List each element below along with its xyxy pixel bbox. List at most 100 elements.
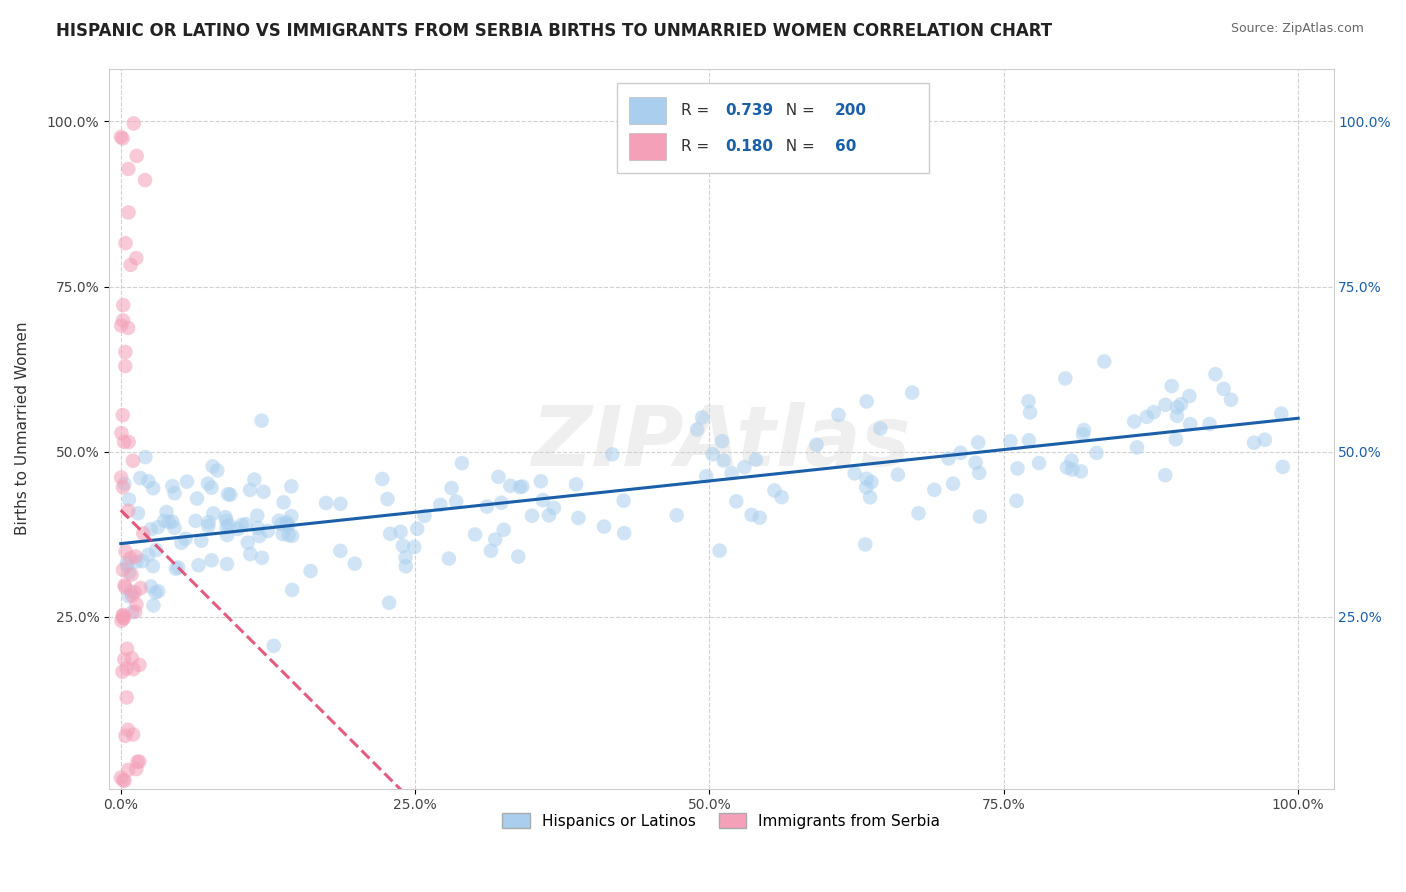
Point bbox=[190, 533, 212, 548]
Point bbox=[122, 453, 145, 467]
Point bbox=[122, 662, 145, 676]
Point bbox=[1060, 454, 1083, 468]
Point bbox=[512, 479, 534, 493]
Point bbox=[197, 519, 219, 533]
Point bbox=[155, 505, 177, 519]
Point bbox=[118, 589, 141, 603]
Point bbox=[118, 492, 141, 507]
Point bbox=[218, 518, 240, 533]
Point bbox=[406, 522, 429, 536]
Point bbox=[969, 509, 991, 524]
Point bbox=[1092, 354, 1115, 368]
Point bbox=[157, 515, 180, 529]
Point bbox=[176, 475, 198, 489]
Point bbox=[1154, 398, 1177, 412]
Point bbox=[1166, 409, 1188, 423]
Point bbox=[201, 553, 224, 567]
Point bbox=[110, 425, 132, 440]
Point bbox=[1154, 468, 1177, 483]
Point bbox=[380, 526, 402, 541]
Point bbox=[967, 435, 990, 450]
Point bbox=[270, 517, 292, 532]
Point bbox=[114, 578, 136, 592]
Point bbox=[853, 537, 876, 551]
Point bbox=[121, 589, 143, 603]
Point bbox=[125, 555, 148, 569]
Point bbox=[115, 556, 138, 570]
Point bbox=[112, 610, 135, 624]
Point bbox=[720, 466, 742, 480]
Point bbox=[250, 414, 273, 428]
Point bbox=[949, 446, 972, 460]
Point bbox=[138, 548, 160, 562]
Point bbox=[488, 470, 510, 484]
Point bbox=[197, 515, 219, 529]
Point bbox=[174, 532, 197, 546]
Point bbox=[202, 507, 225, 521]
Point bbox=[256, 524, 278, 538]
Point bbox=[844, 467, 866, 481]
Point bbox=[114, 359, 136, 373]
Point bbox=[967, 466, 990, 480]
Point bbox=[112, 298, 135, 312]
Point bbox=[160, 515, 183, 529]
Point bbox=[1212, 382, 1234, 396]
Point bbox=[924, 483, 946, 497]
Point bbox=[125, 762, 148, 776]
Point bbox=[965, 456, 987, 470]
Point bbox=[686, 422, 709, 436]
Point bbox=[121, 567, 143, 582]
Point bbox=[131, 554, 153, 568]
Point bbox=[243, 473, 266, 487]
Point bbox=[1220, 392, 1243, 407]
Point bbox=[250, 550, 273, 565]
Point bbox=[491, 496, 513, 510]
Point bbox=[600, 447, 623, 461]
Point bbox=[938, 451, 960, 466]
Point bbox=[690, 410, 713, 425]
Point bbox=[827, 408, 849, 422]
Point bbox=[709, 543, 731, 558]
Point bbox=[1054, 371, 1077, 385]
Text: N =: N = bbox=[776, 103, 820, 118]
Point bbox=[214, 510, 236, 524]
Point bbox=[859, 491, 882, 505]
Point bbox=[475, 500, 498, 514]
Point bbox=[111, 408, 134, 422]
Point bbox=[520, 508, 543, 523]
Point bbox=[394, 550, 416, 565]
Point bbox=[120, 584, 142, 599]
Point bbox=[129, 581, 152, 595]
Point bbox=[1073, 423, 1095, 437]
Point bbox=[543, 500, 565, 515]
Point bbox=[464, 527, 486, 541]
Point bbox=[404, 540, 426, 554]
Text: R =: R = bbox=[681, 139, 714, 153]
Point bbox=[1198, 417, 1220, 431]
Point bbox=[124, 605, 146, 619]
Point bbox=[110, 771, 132, 785]
Point bbox=[114, 580, 136, 594]
Point bbox=[1143, 405, 1166, 419]
Point bbox=[484, 533, 506, 547]
Point bbox=[118, 435, 141, 450]
Point bbox=[120, 258, 142, 272]
Point bbox=[252, 484, 274, 499]
Point bbox=[531, 493, 554, 508]
Point bbox=[115, 661, 138, 675]
Point bbox=[117, 723, 139, 737]
Point bbox=[499, 479, 522, 493]
Text: 200: 200 bbox=[835, 103, 868, 118]
Point bbox=[371, 472, 394, 486]
Point bbox=[111, 563, 134, 577]
Point bbox=[118, 566, 141, 580]
Point bbox=[121, 651, 143, 665]
Point bbox=[444, 494, 467, 508]
Point bbox=[263, 639, 285, 653]
Point bbox=[114, 729, 136, 743]
Point bbox=[1170, 397, 1192, 411]
Point bbox=[162, 479, 184, 493]
Point bbox=[117, 321, 139, 335]
Point bbox=[1062, 462, 1084, 476]
Point bbox=[1018, 434, 1040, 448]
